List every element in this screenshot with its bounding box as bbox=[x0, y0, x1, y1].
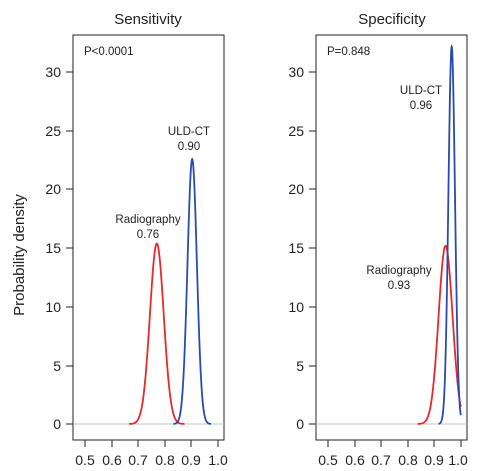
x-tick-label: 1.0 bbox=[448, 452, 468, 468]
sensitivity-plot-frame bbox=[72, 34, 225, 441]
sensitivity-radiography-value: 0.76 bbox=[137, 229, 159, 241]
y-tick-label: 25 bbox=[45, 123, 61, 139]
sensitivity-uld-ct-curve bbox=[173, 157, 212, 425]
y-axis-label: Probability density bbox=[11, 194, 28, 316]
x-tick-label: 0.7 bbox=[371, 452, 391, 468]
sensitivity-radiography-label: Radiography bbox=[115, 214, 180, 226]
x-tick-label: 0.9 bbox=[424, 452, 444, 468]
y-tick-label: 0 bbox=[53, 416, 61, 432]
specificity-radiography-value: 0.93 bbox=[388, 280, 410, 292]
y-tick-label: 30 bbox=[288, 64, 304, 80]
sensitivity-uld-ct-label: ULD-CT bbox=[168, 126, 210, 138]
sensitivity-panel: Sensitivity P<0.0001 0 5 10 15 20 25 30 … bbox=[45, 11, 228, 468]
specificity-panel: Specificity P=0.848 0 5 10 15 20 25 30 0… bbox=[288, 11, 468, 468]
y-tick-label: 5 bbox=[53, 358, 61, 374]
specificity-uld-ct-value: 0.96 bbox=[410, 100, 432, 112]
sensitivity-uld-ct-value: 0.90 bbox=[178, 141, 200, 153]
specificity-p-value: P=0.848 bbox=[327, 46, 370, 58]
sensitivity-title: Sensitivity bbox=[114, 11, 182, 28]
x-tick-label: 1.0 bbox=[208, 452, 228, 468]
x-tick-label: 0.5 bbox=[318, 452, 338, 468]
specificity-uld-ct-curve bbox=[438, 44, 462, 425]
x-tick-label: 0.7 bbox=[128, 452, 148, 468]
x-tick-label: 0.5 bbox=[75, 452, 95, 468]
x-tick-label: 0.9 bbox=[181, 452, 201, 468]
x-tick-label: 0.8 bbox=[398, 452, 418, 468]
specificity-title: Specificity bbox=[358, 11, 426, 28]
x-tick-label: 0.6 bbox=[102, 452, 122, 468]
specificity-y-axis: 0 5 10 15 20 25 30 bbox=[288, 64, 316, 432]
specificity-plot-frame bbox=[315, 34, 468, 441]
sensitivity-radiography-curve bbox=[129, 242, 185, 425]
sensitivity-y-axis: 0 5 10 15 20 25 30 bbox=[45, 64, 73, 432]
y-tick-label: 15 bbox=[45, 240, 61, 256]
y-tick-label: 10 bbox=[45, 299, 61, 315]
y-tick-label: 0 bbox=[296, 416, 304, 432]
specificity-uld-ct-label: ULD-CT bbox=[400, 85, 442, 97]
y-tick-label: 20 bbox=[45, 181, 61, 197]
specificity-x-axis: 0.5 0.6 0.7 0.8 0.9 1.0 bbox=[318, 440, 468, 468]
y-tick-label: 10 bbox=[288, 299, 304, 315]
y-tick-label: 20 bbox=[288, 181, 304, 197]
y-tick-label: 30 bbox=[45, 64, 61, 80]
y-tick-label: 5 bbox=[296, 358, 304, 374]
specificity-radiography-label: Radiography bbox=[366, 265, 431, 277]
sensitivity-p-value: P<0.0001 bbox=[84, 46, 134, 58]
y-tick-label: 25 bbox=[288, 123, 304, 139]
x-tick-label: 0.8 bbox=[155, 452, 175, 468]
y-tick-label: 15 bbox=[288, 240, 304, 256]
x-tick-label: 0.6 bbox=[345, 452, 365, 468]
sensitivity-x-axis: 0.5 0.6 0.7 0.8 0.9 1.0 bbox=[75, 440, 228, 468]
specificity-radiography-curve bbox=[417, 244, 462, 425]
